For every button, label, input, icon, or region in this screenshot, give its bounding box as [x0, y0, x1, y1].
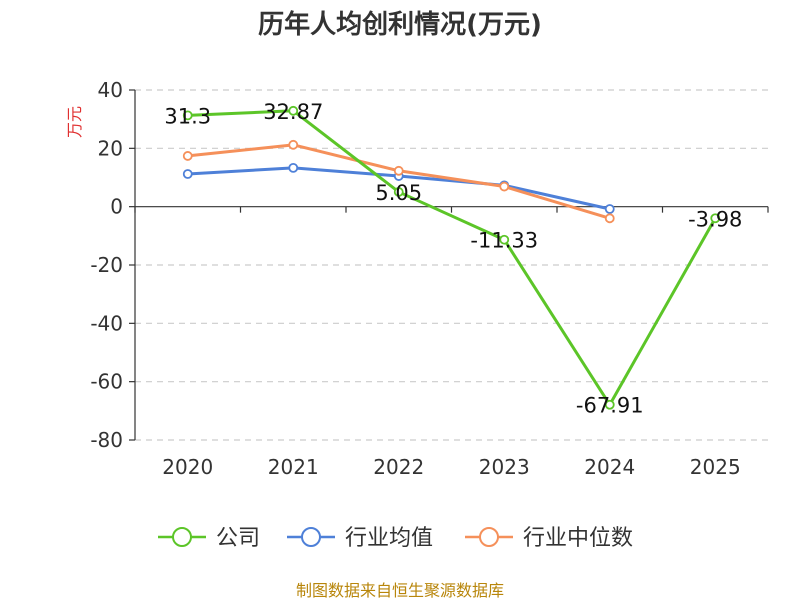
- data-point[interactable]: [182, 110, 193, 121]
- x-tick-label: 2024: [584, 455, 635, 479]
- data-label: 32.87: [263, 100, 323, 124]
- data-point[interactable]: [393, 165, 404, 176]
- legend-label: 行业中位数: [523, 526, 633, 551]
- data-point[interactable]: [182, 169, 193, 179]
- data-point[interactable]: [710, 213, 721, 224]
- data-point[interactable]: [604, 204, 615, 214]
- y-tick-label: -20: [90, 253, 123, 277]
- legend-label: 行业均值: [345, 526, 433, 551]
- data-label: -3.98: [688, 207, 742, 231]
- data-point[interactable]: [604, 399, 615, 410]
- legend-item[interactable]: 行业中位数: [465, 526, 633, 551]
- data-point[interactable]: [499, 181, 510, 192]
- chart-title: 历年人均创利情况(万元): [258, 9, 542, 40]
- data-point[interactable]: [499, 234, 510, 245]
- legend-label: 公司: [216, 526, 260, 551]
- x-tick-label: 2025: [690, 455, 741, 479]
- data-point[interactable]: [604, 213, 615, 224]
- x-tick-label: 2021: [268, 455, 319, 479]
- legend[interactable]: 公司 行业均值 行业中位数: [158, 526, 633, 551]
- data-point[interactable]: [288, 162, 299, 173]
- data-point[interactable]: [393, 187, 404, 197]
- data-labels: 31.3 32.87 5.05 -11.33 -67.91 -3.98: [164, 100, 742, 418]
- y-tick-label: 0: [110, 195, 123, 219]
- data-point[interactable]: [288, 139, 299, 150]
- x-tick-label: 2020: [162, 455, 213, 479]
- x-tick-label: 2023: [479, 455, 530, 479]
- data-point[interactable]: [288, 105, 299, 116]
- y-tick-label: 40: [98, 78, 123, 102]
- legend-marker: [172, 527, 192, 547]
- data-label: 31.3: [164, 104, 211, 128]
- data-label: 5.05: [375, 181, 422, 205]
- legend-marker: [479, 527, 499, 547]
- y-tick-label: 20: [98, 136, 123, 160]
- series-layer: [182, 105, 721, 410]
- legend-item[interactable]: 行业均值: [287, 526, 433, 551]
- axes: 40 20 0 -20 -40 -60 -80 2020 2021 2022 2023 2024 202…: [90, 78, 769, 479]
- data-point[interactable]: [182, 151, 193, 161]
- y-tick-label: -40: [90, 311, 123, 335]
- x-tick-label: 2022: [373, 455, 424, 479]
- grid: [135, 89, 768, 441]
- y-tick-label: -60: [90, 370, 123, 394]
- legend-marker: [301, 527, 321, 547]
- legend-item[interactable]: 公司: [158, 526, 260, 551]
- y-tick-label: -80: [90, 428, 123, 452]
- series-line: [187, 109, 717, 407]
- y-axis-label: 万元: [65, 106, 84, 138]
- source-note: 制图数据来自恒生聚源数据库: [296, 581, 504, 600]
- data-label: -11.33: [470, 229, 538, 253]
- data-label: -67.91: [576, 394, 644, 418]
